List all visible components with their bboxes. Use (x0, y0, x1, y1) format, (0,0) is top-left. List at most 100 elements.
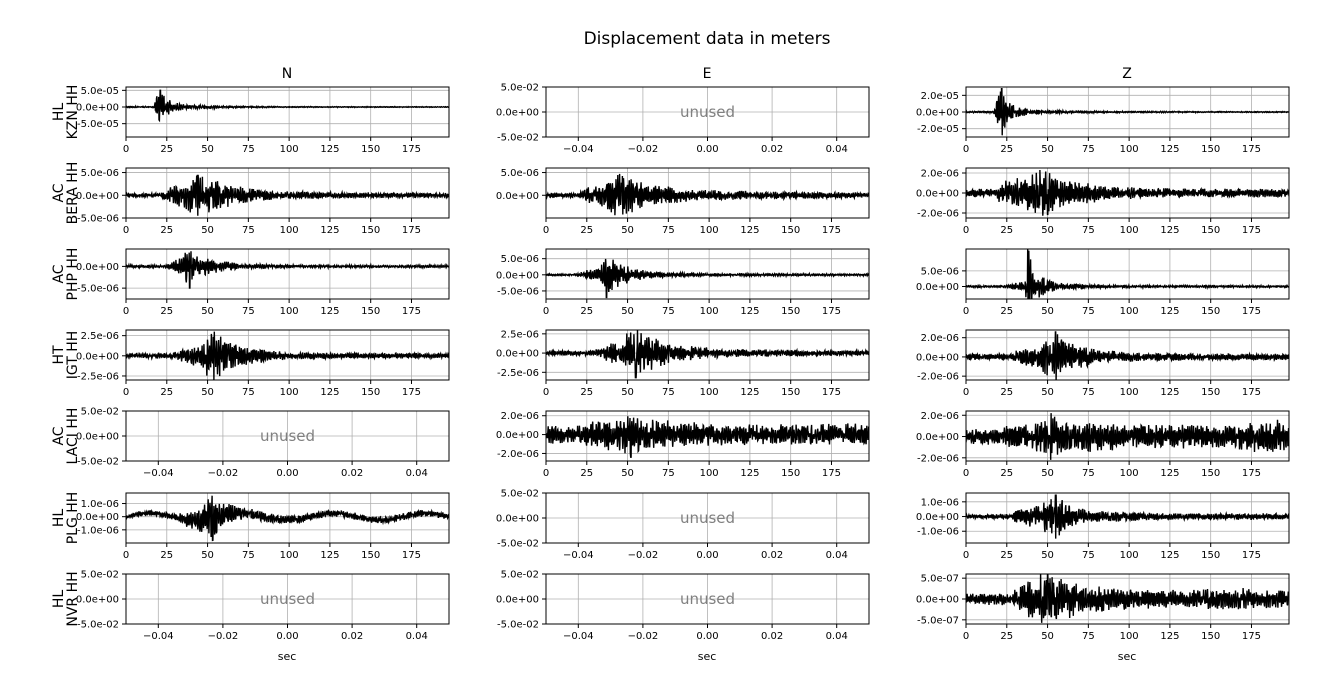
y-tick-label: 5.0e-02 (81, 407, 119, 418)
waveform-trace (966, 413, 1289, 460)
station-code: KZN HH (65, 85, 81, 140)
x-tick-label: 125 (320, 306, 339, 317)
x-tick-label: 125 (740, 306, 759, 317)
station-network: AC (51, 183, 67, 202)
y-tick-label: 0.0e+00 (496, 595, 539, 606)
station-network: AC (51, 264, 67, 283)
x-tick-label: −0.04 (143, 631, 174, 642)
y-tick-label: 5.0e-06 (501, 254, 539, 265)
panel-bera-hh-e: 0 25 50 75 100 125 150 175 5.0e-06 0.0e+00 (496, 167, 870, 236)
x-tick-label: 175 (1242, 631, 1261, 642)
x-tick-label: 50 (201, 144, 214, 155)
y-tick-label: -5.0e-02 (77, 457, 119, 468)
waveform-trace (546, 330, 869, 379)
x-tick-label: 0.02 (341, 631, 363, 642)
x-tick-label: 175 (402, 144, 421, 155)
y-tick-label: 0.0e+00 (496, 270, 539, 281)
panel-kzn-hh-n: 0 25 50 75 100 125 150 175 5.0e-05 0.0e+00 -5.0e-0… (76, 86, 450, 155)
x-tick-label: 75 (1082, 144, 1095, 155)
waveform-trace (126, 89, 449, 123)
panel-php-hh-e: 0 25 50 75 100 125 150 175 5.0e-06 0.0e+00 -5.0e-0… (496, 248, 870, 317)
x-tick-label: 0.00 (696, 144, 718, 155)
x-tick-label: 0 (123, 550, 129, 561)
y-tick-label: -2.0e-06 (497, 449, 539, 460)
x-tick-label: 0.04 (406, 631, 428, 642)
x-tick-label: 50 (201, 306, 214, 317)
x-tick-label: 125 (1160, 468, 1179, 479)
x-tick-label: 50 (621, 387, 634, 398)
x-tick-label: 75 (662, 225, 675, 236)
panel-igt-hh-n: 0 25 50 75 100 125 150 175 2.5e-06 0.0e+00 -2.5e-0… (76, 329, 450, 398)
x-axis-label-z: sec (1118, 650, 1137, 663)
x-tick-label: 0 (123, 225, 129, 236)
column-title-e: E (703, 66, 712, 82)
y-tick-label: -5.0e-06 (77, 284, 119, 295)
x-tick-label: 150 (781, 306, 800, 317)
x-tick-label: −0.02 (628, 144, 659, 155)
x-tick-label: 0 (543, 387, 549, 398)
x-tick-label: 150 (361, 144, 380, 155)
y-tick-label: -5.0e-02 (497, 539, 539, 550)
x-tick-label: 25 (1000, 225, 1013, 236)
station-code: LACI HH (65, 408, 81, 465)
x-tick-label: 0 (963, 225, 969, 236)
x-tick-label: 75 (242, 550, 255, 561)
x-tick-label: 50 (1041, 387, 1054, 398)
x-tick-label: 150 (781, 468, 800, 479)
x-tick-label: 150 (781, 225, 800, 236)
x-tick-label: 175 (1242, 306, 1261, 317)
x-tick-label: 125 (1160, 631, 1179, 642)
station-code: NVR HH (65, 571, 81, 626)
y-tick-label: 0.0e+00 (916, 512, 959, 523)
x-tick-label: 150 (1201, 387, 1220, 398)
y-tick-label: 0.0e+00 (76, 512, 119, 523)
y-tick-label: 2.0e-06 (921, 333, 959, 344)
y-tick-label: -1.0e-06 (77, 525, 119, 536)
x-tick-label: 25 (580, 306, 593, 317)
x-tick-label: 150 (781, 387, 800, 398)
panel-kzn-hh-z: 0 25 50 75 100 125 150 175 2.0e-05 0.0e+00 -2.0e-0… (916, 86, 1290, 155)
x-tick-label: 100 (1120, 306, 1139, 317)
y-tick-label: 0.0e+00 (496, 514, 539, 525)
x-tick-label: 0 (963, 468, 969, 479)
x-tick-label: 125 (320, 550, 339, 561)
x-tick-label: 0.02 (341, 468, 363, 479)
x-tick-label: 150 (361, 225, 380, 236)
x-tick-label: 125 (1160, 550, 1179, 561)
x-tick-label: 0.00 (696, 550, 718, 561)
panel-frame (965, 410, 1290, 462)
panel-laci-hh-z: 0 25 50 75 100 125 150 175 2.0e-06 0.0e+00 -2.0e-0… (916, 410, 1290, 479)
panel-laci-hh-n: unused −0.04 −0.02 0.00 0.02 0.04 5.0e-02 0.0e+… (76, 407, 450, 479)
x-tick-label: 175 (822, 387, 841, 398)
x-tick-label: 0.02 (761, 550, 783, 561)
x-tick-label: 175 (1242, 468, 1261, 479)
panel-bera-hh-n: 0 25 50 75 100 125 150 175 5.0e-06 0.0e+00 -5.0e-0… (76, 167, 450, 236)
x-tick-label: 25 (160, 225, 173, 236)
y-tick-label: -2.0e-06 (917, 453, 959, 464)
panel-igt-hh-z: 0 25 50 75 100 125 150 175 2.0e-06 0.0e+00 -2.0e-0… (916, 329, 1290, 398)
y-tick-label: 5.0e-06 (81, 168, 119, 179)
x-tick-label: 0.04 (826, 631, 848, 642)
waveform-trace (966, 494, 1289, 539)
x-tick-label: 125 (1160, 387, 1179, 398)
x-tick-label: 175 (1242, 550, 1261, 561)
x-tick-label: 0.02 (761, 144, 783, 155)
x-tick-label: 100 (280, 144, 299, 155)
x-tick-label: 25 (1000, 468, 1013, 479)
waveform-trace (966, 249, 1289, 299)
waveform-trace (966, 331, 1289, 380)
x-tick-label: 50 (1041, 550, 1054, 561)
y-tick-label: 0.0e+00 (916, 352, 959, 363)
x-tick-label: 175 (1242, 387, 1261, 398)
x-tick-label: 125 (320, 144, 339, 155)
x-tick-label: 175 (822, 225, 841, 236)
panel-frame (545, 329, 870, 381)
x-tick-label: 0 (543, 468, 549, 479)
panel-frame (125, 86, 450, 138)
column-title-n: N (282, 66, 292, 82)
panel-frame (965, 492, 1290, 544)
y-tick-label: 2.0e-05 (921, 91, 959, 102)
station-code: BERA HH (65, 162, 81, 225)
